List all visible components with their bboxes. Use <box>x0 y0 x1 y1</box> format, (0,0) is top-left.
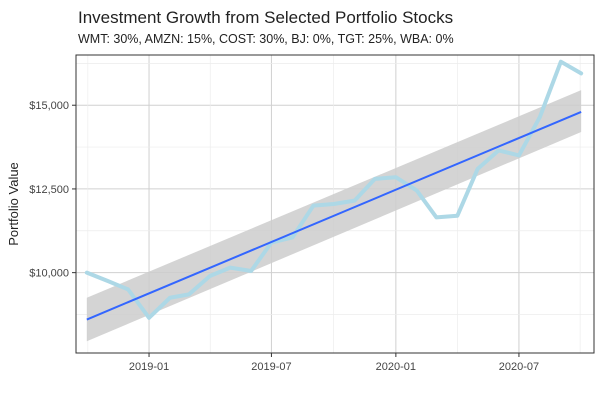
tick-layer: 2019-01 2019-07 2020-01 2020-07 $10,000 $12,5… <box>29 100 539 373</box>
y-axis-title: Portfolio Value <box>6 162 21 246</box>
trend-layer <box>86 110 582 321</box>
grid-layer <box>76 55 594 353</box>
y-tick-label: $10,000 <box>29 268 69 280</box>
x-tick-label: 2019-01 <box>129 361 169 373</box>
x-tick-label: 2020-01 <box>376 361 416 373</box>
trend-line <box>86 110 582 321</box>
y-tick-label: $12,500 <box>29 184 69 196</box>
x-tick-label: 2020-07 <box>499 361 539 373</box>
portfolio-value-line <box>84 59 584 320</box>
chart-title: Investment Growth from Selected Portfoli… <box>78 8 454 27</box>
y-tick-label: $15,000 <box>29 100 69 112</box>
plot-border <box>75 54 595 354</box>
chart-subtitle: WMT: 30%, AMZN: 15%, COST: 30%, BJ: 0%, … <box>78 32 454 46</box>
x-tick-label: 2019-07 <box>251 361 291 373</box>
series-layer <box>84 59 584 320</box>
